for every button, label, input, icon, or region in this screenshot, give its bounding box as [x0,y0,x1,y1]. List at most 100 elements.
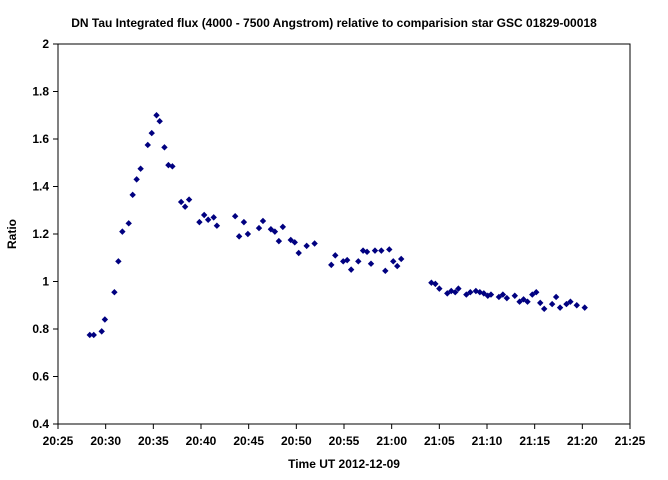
data-point [394,262,401,270]
x-tick-label: 20:50 [281,434,312,448]
data-point [133,176,140,183]
data-point [382,267,389,275]
data-point [328,261,335,269]
x-tick-label: 20:25 [43,434,74,448]
data-point [98,328,105,335]
x-tick-label: 20:45 [233,434,264,448]
data-point [516,298,523,305]
y-axis: 0.4 0.6 0.8 1 1.2 1.4 1.6 1.8 2 [32,37,58,431]
data-point [436,285,443,292]
data-point [556,304,564,311]
data-point [279,223,287,231]
x-axis: 20:25 20:30 20:35 20:40 20:45 20:50 20:55 21:00… [43,424,646,448]
data-point [378,247,385,254]
data-point [537,299,544,307]
y-tick-label: 1.2 [32,227,49,241]
data-point [303,242,310,250]
data-point [177,198,185,206]
x-tick-label: 21:10 [472,434,503,448]
data-point [244,230,252,238]
data-point [567,298,574,305]
data-point [125,220,132,227]
y-tick-label: 1 [42,275,49,289]
x-tick-label: 20:40 [186,434,217,448]
data-point [90,331,97,339]
data-point [386,246,393,253]
data-point [503,294,511,302]
data-point [156,117,163,125]
data-point [287,236,294,244]
y-tick-label: 0.4 [32,417,49,431]
data-point [153,112,160,119]
data-point [573,302,580,309]
y-axis-label: Ratio [5,219,19,249]
y-tick-label: 0.6 [32,370,49,384]
data-point [129,191,136,199]
data-point [390,258,397,265]
data-point [452,288,459,296]
data-point [240,218,248,226]
x-tick-label: 21:20 [567,434,598,448]
data-point [235,233,243,240]
data-point [231,212,239,220]
data-point [343,256,351,264]
data-point [487,291,495,298]
data-point [111,288,118,296]
data-point [210,214,217,221]
data-point [161,144,168,151]
data-point [115,258,122,265]
data-point [467,288,474,296]
data-point [311,240,318,247]
x-axis-label: Time UT 2012-12-09 [288,457,400,471]
y-tick-label: 1.4 [32,180,49,194]
data-point [204,216,212,223]
data-series [86,112,588,339]
data-point [295,249,302,257]
data-point [398,255,405,263]
data-point [213,222,221,229]
x-tick-label: 20:30 [90,434,121,448]
x-tick-label: 20:35 [138,434,169,448]
data-point [119,228,126,235]
data-point [432,280,439,288]
x-tick-label: 21:00 [376,434,407,448]
data-point [255,224,263,232]
data-point [275,237,283,245]
data-point [86,331,93,339]
x-tick-label: 20:55 [329,434,360,448]
y-tick-label: 1.8 [32,85,49,99]
data-point [196,218,203,226]
data-point [548,300,556,308]
x-tick-label: 21:25 [615,434,646,448]
data-point [355,258,362,265]
x-tick-label: 21:15 [519,434,550,448]
data-point [533,288,540,296]
data-point [137,165,144,172]
data-point [455,285,462,292]
data-point [332,252,339,259]
data-point [541,305,548,313]
data-point [511,292,519,299]
data-point [200,211,208,219]
data-point [169,163,176,170]
data-point [581,304,588,311]
y-tick-label: 0.8 [32,322,49,336]
data-point [499,291,507,298]
data-point [271,228,279,235]
data-point [144,141,151,149]
data-point [367,260,375,267]
data-point [363,248,371,256]
data-point [267,226,275,233]
data-point [347,266,355,273]
data-point [259,217,267,225]
y-tick-label: 1.6 [32,132,49,146]
x-tick-label: 21:05 [424,434,455,448]
data-point [291,239,298,246]
data-point [148,129,155,137]
chart-title: DN Tau Integrated flux (4000 - 7500 Angs… [71,16,597,30]
data-point [185,196,193,203]
data-point [524,298,531,305]
data-point [552,293,560,301]
